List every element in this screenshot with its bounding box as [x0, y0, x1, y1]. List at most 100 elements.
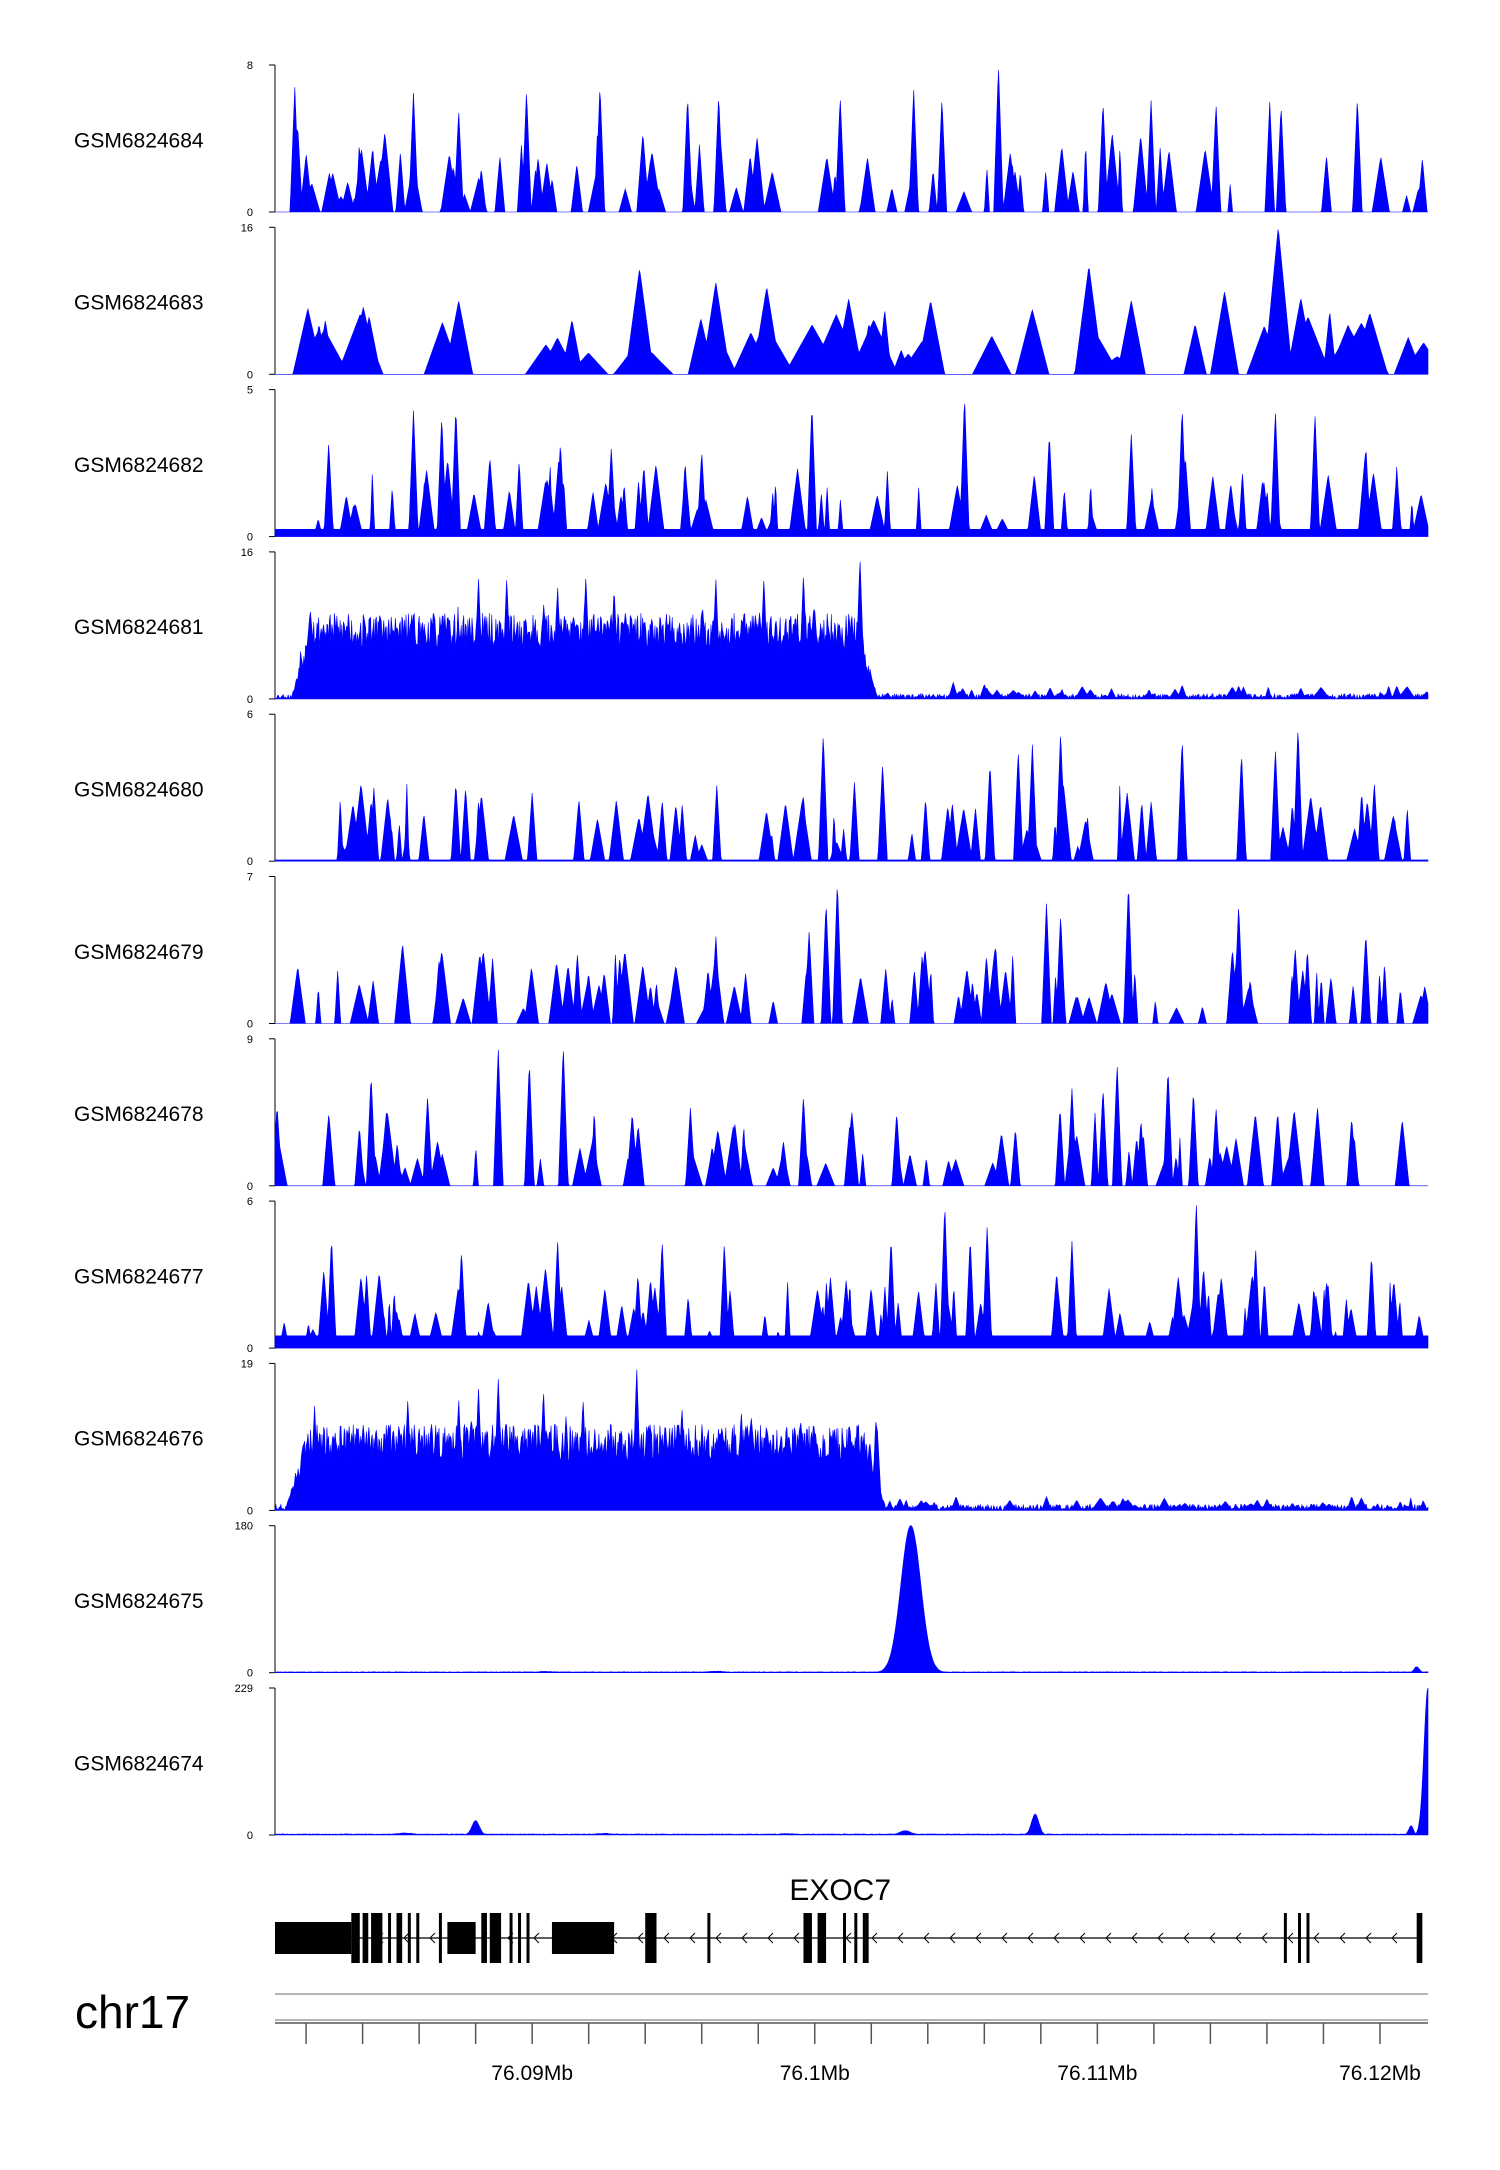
exon-block: [407, 1913, 411, 1963]
strand-chevron: [403, 1932, 410, 1944]
exon-block: [1306, 1913, 1310, 1963]
strand-chevron: [897, 1932, 904, 1944]
strand-chevron: [1313, 1932, 1320, 1944]
y-axis-min-label: 0: [247, 369, 253, 381]
exon-block: [351, 1913, 360, 1963]
strand-chevron: [949, 1932, 956, 1944]
coverage-area: [275, 229, 1429, 375]
y-axis-min-label: 0: [247, 1343, 253, 1355]
strand-chevron: [871, 1932, 878, 1944]
strand-chevron: [1209, 1932, 1216, 1944]
y-axis-max-label: 16: [241, 222, 253, 234]
genome-axis: chr17 76.09Mb 76.1Mb 76.11Mb 76.12Mb: [75, 1986, 1428, 2085]
track-GSM6824681: GSM6824681 16 0: [74, 547, 1429, 706]
y-axis-min-label: 0: [247, 1830, 253, 1842]
coverage-area: [274, 732, 1429, 862]
exon-block: [388, 1913, 392, 1963]
y-axis-max-label: 19: [241, 1358, 253, 1370]
exon-block: [481, 1913, 487, 1963]
exon-block: [551, 1922, 615, 1954]
gene-label: EXOC7: [789, 1874, 891, 1907]
strand-chevron: [1261, 1932, 1268, 1944]
strand-chevron: [1079, 1932, 1086, 1944]
exon-block: [447, 1922, 476, 1954]
strand-chevron: [923, 1932, 930, 1944]
exon-block: [854, 1913, 858, 1963]
track-GSM6824680: GSM6824680 6 0: [74, 709, 1429, 868]
track-label: GSM6824679: [74, 941, 204, 964]
track-GSM6824682: GSM6824682 5 0: [74, 385, 1429, 544]
track-label: GSM6824676: [74, 1428, 204, 1451]
y-axis-min-label: 0: [247, 532, 253, 544]
strand-chevron: [1053, 1932, 1060, 1944]
y-axis-min-label: 0: [247, 207, 253, 219]
y-axis-min-label: 0: [247, 1181, 253, 1193]
track-GSM6824683: GSM6824683 16 0: [74, 222, 1429, 381]
strand-chevron: [975, 1932, 982, 1944]
strand-chevron: [1391, 1932, 1398, 1944]
chromosome-label: chr17: [75, 1986, 190, 2038]
track-GSM6824684: GSM6824684 8 0: [74, 60, 1428, 219]
y-axis-min-label: 0: [247, 694, 253, 706]
exon-block: [1283, 1913, 1287, 1963]
track-GSM6824675: GSM6824675 180 0: [74, 1521, 1429, 1680]
y-axis-min-label: 0: [247, 1668, 253, 1680]
strand-chevron: [689, 1932, 696, 1944]
coverage-area: [275, 69, 1428, 213]
coverage-area: [274, 1205, 1429, 1349]
strand-chevron: [1027, 1932, 1034, 1944]
exon-block: [362, 1913, 369, 1963]
exon-block: [645, 1913, 657, 1963]
coverage-area: [274, 1687, 1429, 1836]
x-tick-label: 76.11Mb: [1057, 2062, 1137, 2085]
exon-block: [1416, 1913, 1423, 1963]
strand-chevron: [715, 1932, 722, 1944]
y-axis-min-label: 0: [247, 1019, 253, 1031]
coverage-area: [274, 1525, 1429, 1673]
coverage-area: [274, 403, 1429, 537]
track-GSM6824674: GSM6824674 229 0: [74, 1683, 1429, 1842]
strand-chevron: [1105, 1932, 1112, 1944]
strand-chevron: [663, 1932, 670, 1944]
strand-chevron: [793, 1932, 800, 1944]
strand-chevron: [767, 1932, 774, 1944]
track-label: GSM6824674: [74, 1752, 204, 1775]
exon-block: [1298, 1913, 1302, 1963]
exon-block: [803, 1913, 812, 1963]
track-label: GSM6824680: [74, 779, 204, 802]
exon-block: [396, 1913, 403, 1963]
exon-block: [843, 1913, 847, 1963]
exon-block: [489, 1913, 502, 1963]
exon-block: [518, 1913, 522, 1963]
strand-chevron: [1157, 1932, 1164, 1944]
track-label: GSM6824677: [74, 1265, 204, 1288]
exon-block: [817, 1913, 827, 1963]
y-axis-max-label: 6: [247, 709, 253, 721]
track-label: GSM6824681: [74, 616, 204, 639]
strand-chevron: [533, 1932, 540, 1944]
strand-chevron: [741, 1932, 748, 1944]
y-axis-max-label: 6: [247, 1196, 253, 1208]
x-tick-label: 76.12Mb: [1339, 2062, 1421, 2085]
coverage-area: [275, 889, 1429, 1024]
strand-chevron: [1131, 1932, 1138, 1944]
track-label: GSM6824675: [74, 1590, 204, 1613]
exon-block: [371, 1913, 383, 1963]
strand-chevron: [1365, 1932, 1372, 1944]
exon-block: [416, 1913, 420, 1963]
strand-chevron: [1339, 1932, 1346, 1944]
strand-chevron: [1183, 1932, 1190, 1944]
exon-block: [865, 1913, 869, 1963]
track-label: GSM6824678: [74, 1103, 204, 1126]
exon-block: [526, 1913, 530, 1963]
strand-chevron: [1001, 1932, 1008, 1944]
strand-chevron: [1287, 1932, 1294, 1944]
y-axis-max-label: 16: [241, 547, 253, 559]
gene-annotation-track: EXOC7: [275, 1874, 1423, 1963]
track-label: GSM6824683: [74, 292, 204, 315]
y-axis-max-label: 180: [235, 1521, 253, 1533]
strand-chevron: [637, 1932, 644, 1944]
y-axis-max-label: 9: [247, 1034, 253, 1046]
y-axis-min-label: 0: [247, 1505, 253, 1517]
